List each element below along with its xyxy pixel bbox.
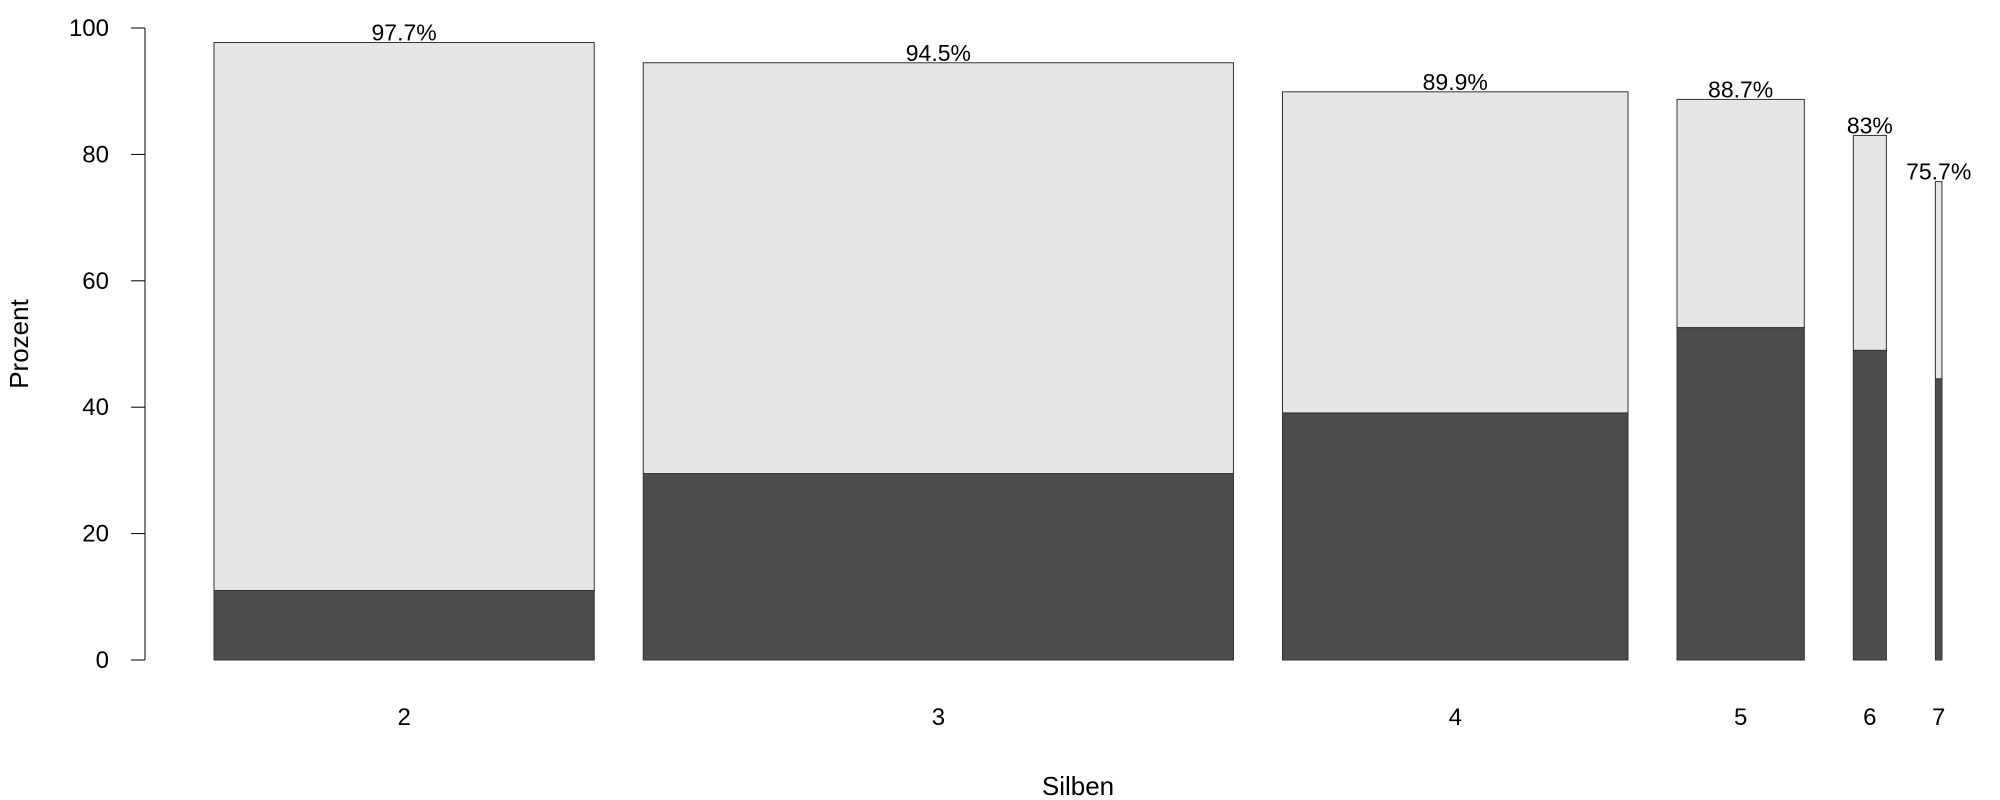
x-tick-label-4: 4	[1449, 704, 1462, 731]
bar-segment-2-1	[213, 589, 595, 661]
data-label-2: 97.7%	[372, 20, 437, 46]
bar-segment-7-2	[1934, 181, 1943, 380]
bar-segment-3-2	[642, 62, 1234, 475]
bar-segment-3-1	[642, 473, 1234, 661]
bar-segment-6-1	[1852, 349, 1887, 661]
x-tick-label-3: 3	[932, 704, 945, 731]
y-axis: 0 20 40 60 80 100	[69, 15, 146, 674]
data-label-6: 83%	[1847, 112, 1893, 138]
y-tick-label: 0	[96, 647, 109, 674]
bar-segment-7-1	[1934, 378, 1943, 661]
bar-segment-4-1	[1281, 412, 1629, 661]
x-tick-labels: 2 3 4 5 6 7	[397, 704, 1945, 731]
x-tick-label-2: 2	[397, 704, 410, 731]
y-tick-label: 80	[82, 141, 109, 168]
bar-segment-4-2	[1281, 91, 1629, 414]
bar-segment-5-2	[1676, 98, 1805, 329]
data-label-3: 94.5%	[906, 40, 971, 66]
data-label-5: 88.7%	[1708, 76, 1773, 102]
data-label-4: 89.9%	[1423, 69, 1488, 95]
x-tick-label-6: 6	[1863, 704, 1876, 731]
y-tick-label: 20	[82, 521, 109, 548]
x-tick-label-5: 5	[1734, 704, 1747, 731]
y-tick-label: 40	[82, 394, 109, 421]
bar-segment-6-2	[1852, 134, 1887, 351]
y-axis-title: Prozent	[4, 298, 34, 388]
data-label-7: 75.7%	[1906, 159, 1971, 185]
bars	[213, 42, 1943, 661]
y-tick-label: 60	[82, 268, 109, 295]
data-labels: 97.7% 94.5% 89.9% 88.7% 83% 75.7%	[372, 20, 1972, 185]
y-tick-label: 100	[69, 15, 109, 42]
x-tick-label-7: 7	[1932, 704, 1945, 731]
x-axis-title: Silben	[1042, 771, 1114, 800]
bar-segment-5-1	[1676, 327, 1805, 661]
bar-segment-2-2	[213, 42, 595, 591]
